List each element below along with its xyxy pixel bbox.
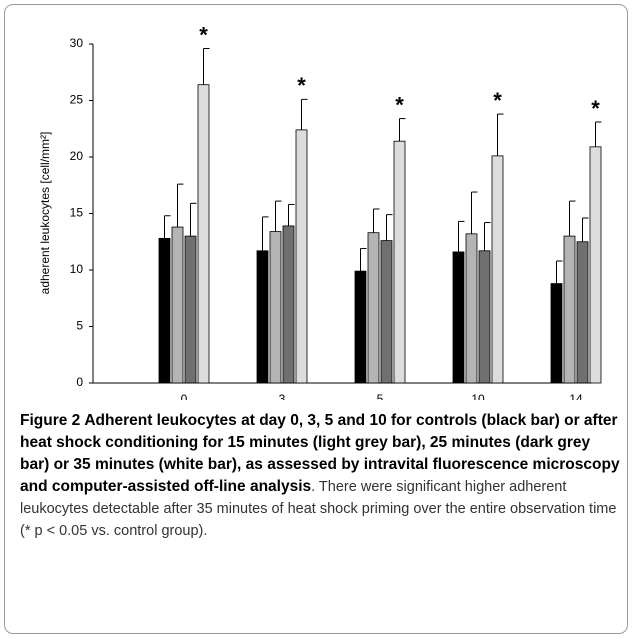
caption: Figure 2 Adherent leukocytes at day 0, 3… — [20, 410, 620, 542]
bar — [393, 140, 406, 384]
bar — [465, 233, 478, 384]
bar — [269, 231, 282, 384]
caption-title: Adherent leukocytes at day 0, 3, 5 and 1… — [20, 412, 620, 495]
bar — [367, 232, 380, 384]
bar — [589, 146, 602, 384]
bar — [171, 226, 184, 384]
bar — [295, 129, 308, 384]
x-tick-label: 5 — [377, 392, 384, 400]
bar — [197, 84, 210, 384]
x-tick-label: 10 — [471, 392, 485, 400]
y-tick-label: 25 — [70, 93, 84, 107]
y-axis-label: adherent leukocytes [cell/mm²] — [38, 132, 52, 295]
bar — [256, 250, 269, 384]
y-tick-label: 20 — [70, 149, 84, 163]
figure-frame — [4, 4, 628, 634]
bar — [452, 251, 465, 384]
significance-marker: * — [591, 96, 600, 121]
significance-marker: * — [199, 22, 208, 47]
x-tick-label: 0 — [181, 392, 188, 400]
significance-marker: * — [493, 88, 502, 113]
y-tick-label: 15 — [70, 206, 84, 220]
figure-label: Figure 2 — [20, 412, 81, 429]
bar — [563, 235, 576, 384]
significance-marker: * — [297, 73, 306, 98]
bar — [478, 250, 491, 384]
chart: adherent leukocytes [cell/mm²] 0 5 10 15 20 2… — [38, 22, 602, 400]
x-tick-label: 3 — [279, 392, 286, 400]
bar — [184, 235, 197, 384]
bar — [576, 241, 589, 384]
x-tick-label: 14 — [569, 392, 583, 400]
y-tick-label: 5 — [76, 319, 83, 333]
y-tick-label: 10 — [70, 262, 84, 276]
bar — [380, 240, 393, 384]
y-tick-label: 30 — [70, 36, 84, 50]
bar — [282, 225, 295, 384]
bar — [550, 283, 563, 384]
bar — [491, 155, 504, 384]
significance-marker: * — [395, 92, 404, 117]
bar — [158, 237, 171, 384]
bar — [354, 270, 367, 384]
y-tick-label: 0 — [76, 375, 83, 389]
caption-text: . There were significant higher adherent… — [20, 479, 617, 539]
